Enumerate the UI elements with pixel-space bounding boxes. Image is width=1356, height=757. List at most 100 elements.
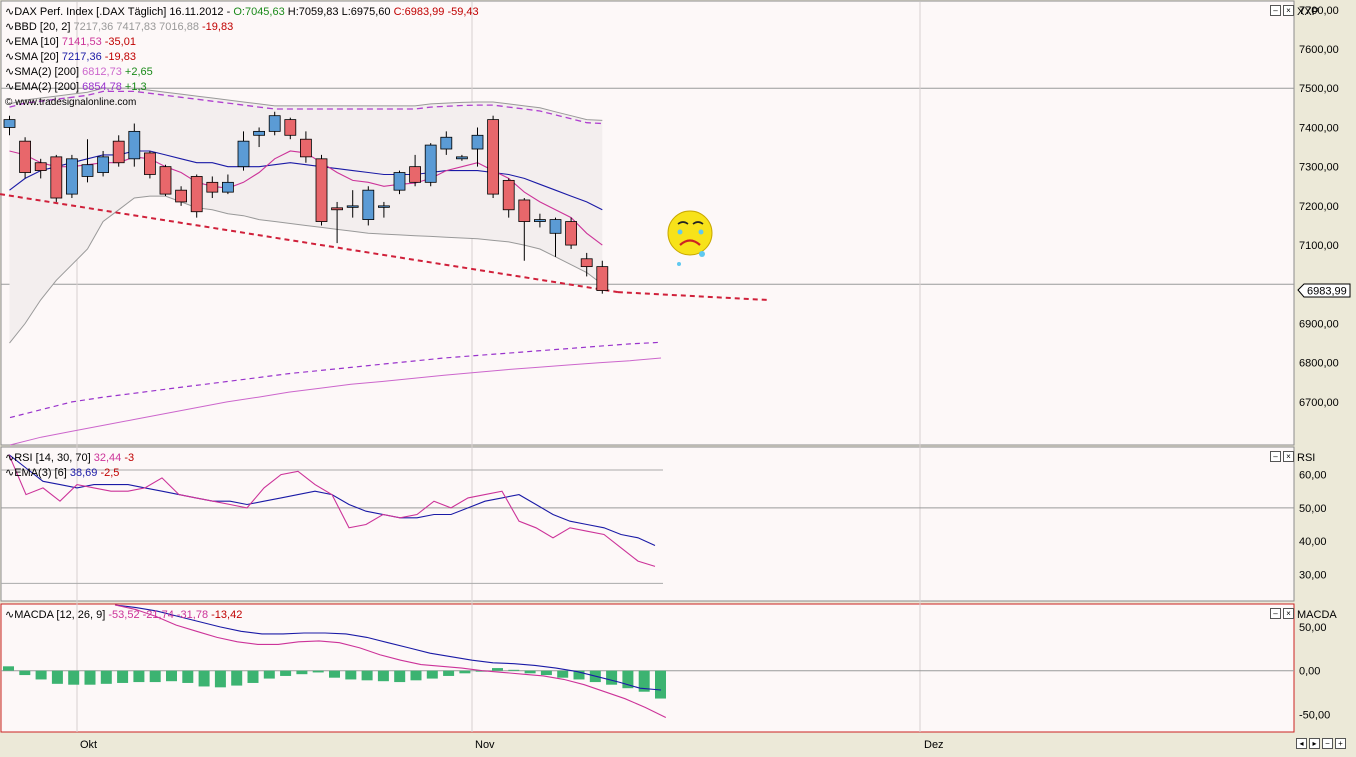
candle-body xyxy=(50,156,63,199)
indicator-legend-row[interactable]: ∿SMA(2) [200] 6812,73 +2,65 xyxy=(5,65,153,78)
macd-histogram-bar xyxy=(312,670,324,673)
candle-body xyxy=(393,172,406,191)
macd-histogram-bar xyxy=(133,670,145,683)
candle-body xyxy=(34,162,47,171)
price-tick-label: 7700,00 xyxy=(1299,5,1339,17)
minimize-pane-button[interactable]: – xyxy=(1270,5,1281,16)
bollinger-upper-line xyxy=(9,87,603,121)
rsi-pane-label: RSI xyxy=(1297,452,1315,464)
indicator-wave-icon: ∿ xyxy=(5,452,15,464)
macd-histogram-bar xyxy=(182,670,194,683)
candle-body xyxy=(502,179,515,211)
macd-histogram-bar xyxy=(247,670,259,683)
price-pane-label: XXP xyxy=(1297,6,1319,18)
rsi-line xyxy=(8,454,656,567)
x-label-nov: Nov xyxy=(475,739,495,751)
indicator-name: BBD [20, 2] xyxy=(14,21,74,33)
macd-histogram-bar xyxy=(149,670,161,683)
price-tick-label: 6900,00 xyxy=(1299,318,1339,330)
macd-histogram-bar xyxy=(19,670,31,676)
candle-body xyxy=(440,136,453,150)
macd-histogram-bar xyxy=(280,670,292,676)
candle-body xyxy=(284,119,297,136)
candle-body xyxy=(315,158,328,222)
macd-histogram-bar xyxy=(573,670,585,680)
macd-histogram-bar xyxy=(492,668,503,671)
candle-body xyxy=(377,205,390,208)
sma200-line xyxy=(9,357,662,446)
price-pane-window-buttons: – × xyxy=(1270,5,1294,16)
indicator-change: -2,5 xyxy=(100,467,120,479)
price-tick-label: 7500,00 xyxy=(1299,83,1339,95)
candle-body xyxy=(3,119,16,128)
candle-body xyxy=(487,119,500,195)
macd-histogram-bar xyxy=(231,670,243,686)
macd-histogram-bar xyxy=(198,670,210,687)
indicator-name: SMA(2) [200] xyxy=(14,66,83,78)
candle-body xyxy=(534,219,546,222)
macd-histogram-bar xyxy=(524,670,536,674)
minimize-pane-button[interactable]: – xyxy=(1270,451,1281,462)
indicator-legend-row[interactable]: ∿SMA [20] 7217,36 -19,83 xyxy=(5,50,136,63)
indicator-name: RSI [14, 30, 70] xyxy=(14,452,94,464)
indicator-change: +2,65 xyxy=(124,66,153,78)
sad-face-icon xyxy=(667,210,713,266)
bollinger-upper-dashed xyxy=(9,90,603,125)
candle-body xyxy=(518,199,531,222)
macd-histogram-bar xyxy=(443,670,455,676)
svg-text:6983,99: 6983,99 xyxy=(1307,286,1347,298)
grid-lines xyxy=(1,2,1294,732)
open-value: O:7045,63 xyxy=(233,6,285,18)
close-pane-button[interactable]: × xyxy=(1283,608,1294,619)
indicator-legend-row[interactable]: ∿EMA [10] 7141,53 -35,01 xyxy=(5,35,136,48)
candle-body xyxy=(549,219,562,234)
rsi-pane xyxy=(8,454,656,567)
change-value: -59,43 xyxy=(447,6,479,18)
candle-body xyxy=(565,221,577,246)
macd-line xyxy=(114,604,667,718)
indicator-name: MACDA [12, 26, 9] xyxy=(14,609,109,621)
candle-body xyxy=(331,207,344,211)
zoom-out-button[interactable]: − xyxy=(1322,738,1333,749)
macd-histogram-bar xyxy=(214,670,226,688)
scroll-controls: ◂ ▸ − + xyxy=(1296,738,1346,749)
x-label-dez: Dez xyxy=(924,739,944,751)
candle-body xyxy=(81,164,94,177)
indicator-legend-row[interactable]: ∿EMA(3) [6] 38,69 -2,5 xyxy=(5,466,119,479)
minimize-pane-button[interactable]: – xyxy=(1270,608,1281,619)
scroll-right-button[interactable]: ▸ xyxy=(1309,738,1320,749)
macd-tick-label: -50,00 xyxy=(1299,709,1330,721)
indicator-legend-row[interactable]: ∿EMA(2) [200] 6854,78 +1,3 xyxy=(5,80,147,93)
scroll-left-button[interactable]: ◂ xyxy=(1296,738,1307,749)
candle-body xyxy=(471,134,484,150)
price-tick-label: 7600,00 xyxy=(1299,44,1339,56)
indicator-legend-row[interactable]: ∿MACDA [12, 26, 9] -53,52 -21,74 -31,78 … xyxy=(5,608,242,621)
candle-body xyxy=(221,181,234,193)
indicator-legend-row[interactable]: ∿RSI [14, 30, 70] 32,44 -3 xyxy=(5,451,134,464)
candle-body xyxy=(424,144,437,183)
macd-histogram-bar xyxy=(540,670,552,676)
candle-body xyxy=(97,156,109,173)
symbol-line: DAX Perf. Index [.DAX Täglich] xyxy=(14,6,167,18)
indicator-value: -31,78 xyxy=(176,609,212,621)
macd-tick-label: 50,00 xyxy=(1299,622,1327,634)
price-tick-label: 7400,00 xyxy=(1299,122,1339,134)
bollinger-band-fill xyxy=(9,88,603,344)
macd-histogram-bar xyxy=(622,670,634,689)
indicator-legend-row[interactable]: ∿BBD [20, 2] 7217,36 7417,83 7016,88 -19… xyxy=(5,20,233,33)
candle-body xyxy=(190,176,203,213)
candle-body xyxy=(362,189,375,220)
rsi-tick-label: 30,00 xyxy=(1299,569,1327,581)
indicator-value: 7217,36 7417,83 7016,88 xyxy=(73,21,202,33)
indicator-wave-icon: ∿ xyxy=(5,51,15,63)
price-pane xyxy=(0,87,771,446)
price-tick-label: 7200,00 xyxy=(1299,201,1339,213)
indicator-wave-icon: ∿ xyxy=(5,81,15,93)
close-pane-button[interactable]: × xyxy=(1283,5,1294,16)
close-pane-button[interactable]: × xyxy=(1283,451,1294,462)
macd-histogram-bar xyxy=(606,670,618,685)
macd-histogram-bar xyxy=(475,670,487,672)
zoom-in-button[interactable]: + xyxy=(1335,738,1346,749)
